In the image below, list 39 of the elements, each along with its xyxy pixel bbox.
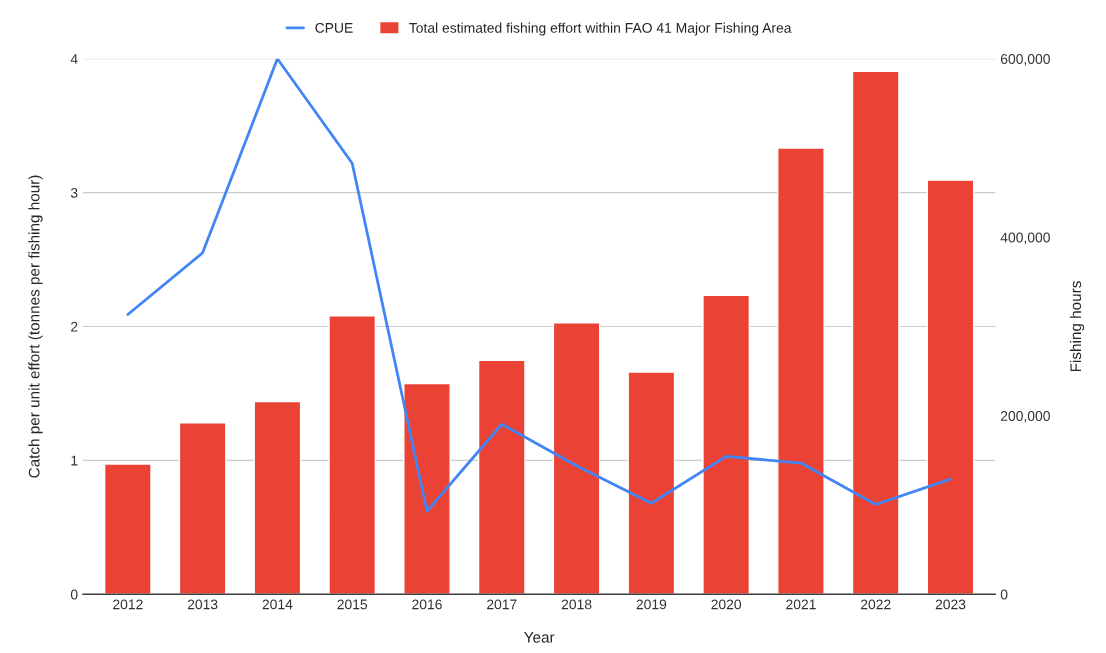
legend-label: CPUE — [315, 22, 353, 33]
y2-tick-label: 0 — [1000, 589, 1008, 600]
bar — [403, 382, 451, 595]
x-tick-label: 2014 — [262, 599, 293, 610]
y-tick-label: 2 — [71, 321, 78, 332]
bar — [926, 179, 975, 595]
bar — [178, 422, 227, 595]
bar — [477, 359, 526, 595]
x-tick-label: 2012 — [113, 599, 143, 610]
bar — [328, 315, 377, 595]
x-tick-label: 2018 — [561, 599, 592, 610]
y-tick-label: 0 — [70, 589, 78, 600]
bar — [253, 400, 302, 595]
x-tick-label: 2022 — [860, 599, 891, 610]
bar — [627, 371, 676, 595]
y2-tick-label: 400,000 — [1000, 232, 1050, 245]
bar — [103, 463, 152, 595]
x-tick-label: 2017 — [487, 599, 517, 610]
y-axis-title: Catch per unit effort (tonnes per fishing hour) — [28, 175, 43, 478]
x-tick-label: 2023 — [935, 599, 966, 610]
x-axis-title: Year — [524, 632, 555, 643]
y2-axis-title: Fishing hours — [1069, 281, 1085, 372]
bar — [777, 147, 825, 595]
y2-tick-label: 600,000 — [1000, 54, 1050, 66]
x-tick-label: 2016 — [412, 599, 442, 610]
x-tick-label: 2020 — [711, 599, 742, 610]
bar — [552, 322, 601, 595]
y-tick-label: 3 — [70, 187, 78, 198]
line-series — [126, 58, 952, 513]
y-tick-label: 1 — [71, 455, 78, 466]
y-tick-label: 4 — [70, 54, 78, 64]
legend-label: Total estimated fishing effort within FAO 41 Major Fishing Area — [409, 22, 792, 36]
x-tick-label: 2021 — [786, 599, 816, 610]
bar — [702, 294, 751, 595]
bar — [851, 70, 900, 595]
y2-tick-label: 200,000 — [1000, 411, 1050, 423]
x-tick-label: 2019 — [636, 599, 667, 610]
x-tick-label: 2015 — [337, 599, 368, 610]
x-tick-label: 2013 — [187, 599, 218, 610]
